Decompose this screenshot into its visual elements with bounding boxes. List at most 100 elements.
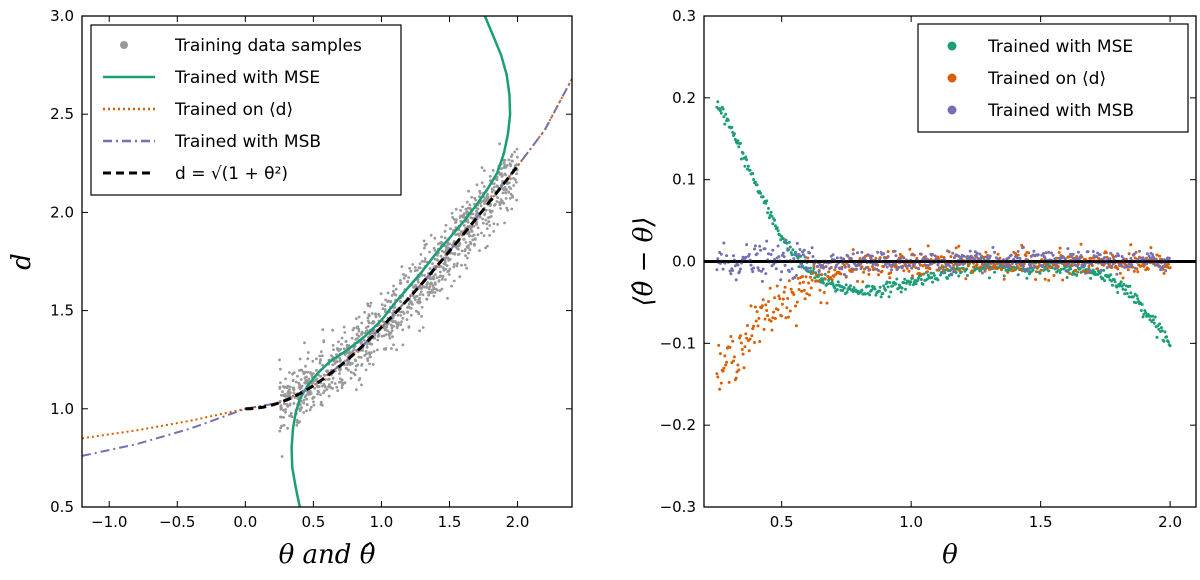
sample-point xyxy=(464,248,467,251)
sample-point xyxy=(434,273,437,277)
data-point xyxy=(937,257,941,261)
data-point xyxy=(755,310,759,314)
right-xtick-label: 1.5 xyxy=(1029,513,1053,531)
data-point xyxy=(727,380,731,384)
data-point xyxy=(908,282,912,286)
data-point xyxy=(888,281,892,284)
sample-point xyxy=(426,291,430,294)
data-point xyxy=(778,297,782,301)
data-point xyxy=(850,270,854,273)
data-point xyxy=(847,264,851,267)
sample-point xyxy=(414,295,418,298)
sample-point xyxy=(288,402,292,406)
sample-point xyxy=(309,371,312,374)
sample-point xyxy=(312,403,316,407)
sample-point xyxy=(318,361,322,365)
data-point xyxy=(1000,268,1004,272)
data-point xyxy=(739,157,743,161)
data-point xyxy=(1025,276,1029,280)
data-point xyxy=(803,297,807,301)
data-point xyxy=(975,251,979,255)
data-point xyxy=(1168,266,1172,270)
data-point xyxy=(951,251,955,255)
sample-point xyxy=(458,275,462,279)
data-point xyxy=(916,278,920,282)
data-point xyxy=(1099,268,1103,272)
sample-point xyxy=(482,221,485,225)
data-point xyxy=(1053,257,1057,261)
right-axes-frame xyxy=(703,15,1197,508)
data-point xyxy=(792,257,796,261)
data-point xyxy=(723,354,727,358)
sample-point xyxy=(452,262,456,266)
data-point xyxy=(753,247,756,251)
sample-point xyxy=(428,291,432,295)
data-point xyxy=(762,327,766,331)
sample-point xyxy=(281,393,285,397)
data-point xyxy=(732,355,736,359)
data-point xyxy=(946,277,949,280)
data-point xyxy=(1072,257,1076,261)
sample-point xyxy=(345,343,349,347)
data-point xyxy=(798,248,802,251)
data-point xyxy=(746,164,750,168)
sample-point xyxy=(367,313,371,317)
data-point xyxy=(741,151,745,155)
data-point xyxy=(751,327,755,331)
data-point xyxy=(935,268,939,272)
sample-point xyxy=(437,279,441,282)
sample-point xyxy=(482,185,486,188)
data-point xyxy=(982,255,986,259)
sample-point xyxy=(372,350,376,353)
data-point xyxy=(730,125,734,129)
data-point xyxy=(806,256,810,260)
sample-point xyxy=(405,318,409,321)
sample-point xyxy=(288,414,291,418)
right-x-axis-title: θ xyxy=(942,540,958,570)
data-point xyxy=(749,304,753,308)
sample-point xyxy=(305,403,309,406)
data-point xyxy=(828,267,832,271)
sample-point xyxy=(349,376,353,380)
sample-point xyxy=(401,310,405,314)
data-point xyxy=(1152,255,1155,259)
sample-point xyxy=(454,233,458,237)
data-point xyxy=(766,211,770,215)
data-point xyxy=(1015,256,1019,260)
data-point xyxy=(904,264,908,268)
data-point xyxy=(810,246,814,250)
sample-point xyxy=(476,207,480,211)
sample-point xyxy=(339,347,342,351)
sample-point xyxy=(421,293,425,297)
sample-point xyxy=(441,274,445,278)
data-point xyxy=(1003,264,1007,268)
data-point xyxy=(1067,255,1071,259)
sample-point xyxy=(390,347,393,350)
data-point xyxy=(815,265,819,269)
data-point xyxy=(892,263,896,267)
data-point xyxy=(758,340,762,343)
data-point xyxy=(763,247,767,251)
data-point xyxy=(830,278,834,282)
data-point xyxy=(797,253,801,257)
sample-point xyxy=(464,207,468,211)
data-point xyxy=(755,183,759,187)
sample-point xyxy=(280,455,284,458)
data-point xyxy=(1065,264,1069,268)
sample-point xyxy=(467,230,471,234)
sample-point xyxy=(432,294,436,298)
data-point xyxy=(1058,246,1062,250)
data-point xyxy=(1157,327,1161,331)
data-point xyxy=(946,267,949,271)
sample-point xyxy=(291,379,295,383)
data-point xyxy=(1069,255,1073,259)
data-point xyxy=(910,266,914,270)
data-point xyxy=(929,271,933,275)
data-point xyxy=(1016,253,1020,257)
data-point xyxy=(722,115,726,119)
data-point xyxy=(746,324,749,327)
sample-point xyxy=(440,235,443,239)
sample-point xyxy=(420,305,424,309)
data-point xyxy=(739,341,743,345)
data-point xyxy=(931,280,935,284)
